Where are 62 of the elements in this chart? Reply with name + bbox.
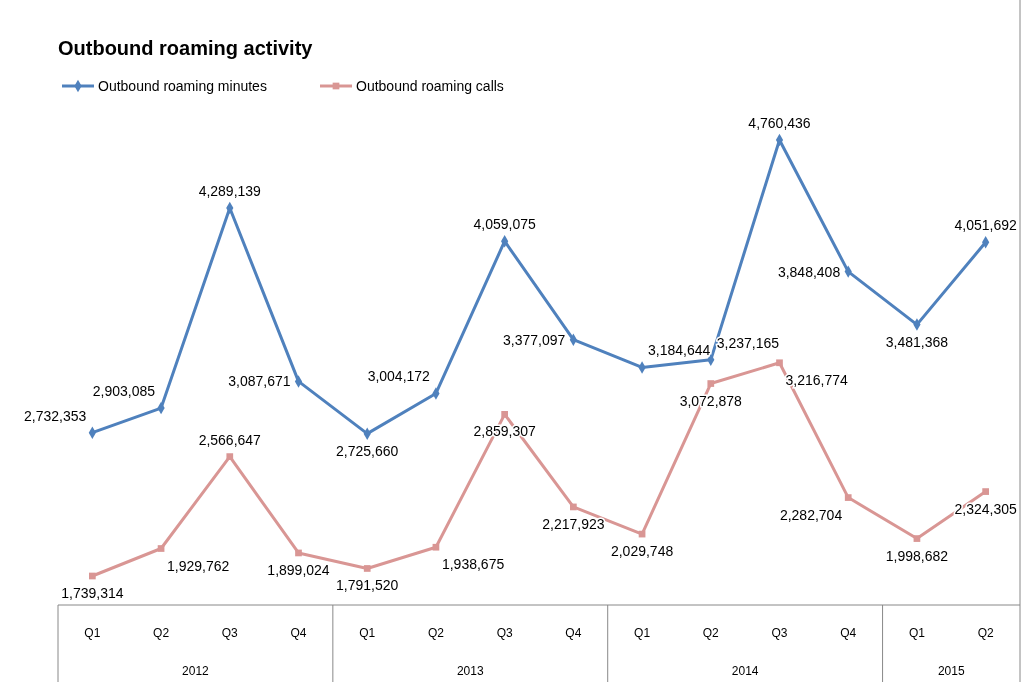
point	[501, 411, 508, 418]
data-label: 2,732,353	[24, 407, 87, 424]
data-label: 1,998,682	[885, 547, 949, 564]
x-tick-label: Q3	[496, 626, 513, 640]
data-label: 3,087,671	[228, 373, 291, 390]
point	[226, 453, 234, 460]
x-tick-label: Q2	[427, 626, 445, 640]
point	[363, 565, 371, 572]
point	[707, 380, 715, 387]
data-label: 1,739,314	[61, 585, 124, 601]
data-label: 2,903,085	[92, 383, 156, 400]
data-label: 3,004,172	[367, 368, 431, 385]
x-tick-label: Q4	[290, 626, 307, 640]
data-label: 1,899,024	[267, 561, 330, 578]
point	[295, 549, 302, 557]
data-label: 3,184,644	[648, 342, 711, 359]
x-tick-label: Q4	[840, 626, 857, 640]
data-label: 2,566,647	[198, 431, 262, 448]
data-label: 1,791,520	[336, 577, 399, 594]
x-tick-label: Q1	[908, 626, 926, 640]
x-tick-label: Q1	[84, 626, 101, 640]
data-label: 2,217,923	[542, 515, 605, 532]
legend-label: Outbound roaming minutes	[98, 78, 267, 94]
x-tick-label: Q2	[977, 626, 994, 640]
data-label: 3,377,097	[503, 331, 566, 348]
data-label: 4,051,692	[954, 217, 1017, 234]
data-label: 4,289,139	[198, 183, 262, 200]
data-label: 3,481,368	[885, 333, 949, 350]
data-label: 2,324,305	[954, 500, 1017, 517]
point	[982, 488, 989, 495]
x-tick-label: Q3	[221, 626, 239, 640]
x-tick-label: Q1	[634, 626, 651, 640]
text: 2015	[937, 664, 965, 678]
text: 2013	[456, 664, 484, 678]
point	[89, 572, 96, 580]
data-label: 1,938,675	[441, 556, 505, 573]
data-label: 2,859,307	[473, 423, 536, 440]
point	[157, 545, 165, 552]
point	[432, 543, 440, 551]
data-label: 1,929,762	[167, 557, 230, 574]
chart-title: Outbound roaming activity	[58, 37, 314, 59]
data-label: 3,216,774	[785, 371, 848, 388]
point	[776, 359, 783, 367]
point	[913, 535, 921, 542]
x-tick-label: Q2	[153, 626, 170, 640]
data-label: 3,848,408	[777, 263, 841, 280]
text: 2012	[182, 664, 210, 678]
data-label: 2,282,704	[779, 506, 843, 523]
legend-label: Outbound roaming calls	[356, 78, 504, 94]
x-tick-label: Q2	[702, 626, 720, 640]
data-label: 4,059,075	[473, 216, 536, 233]
data-label: 3,237,165	[716, 334, 780, 351]
x-tick-label: Q4	[565, 626, 582, 640]
point	[844, 494, 852, 501]
data-label: 4,760,436	[748, 115, 811, 131]
data-label: 2,029,748	[610, 543, 674, 560]
text: 2014	[731, 664, 759, 678]
x-tick-label: Q1	[359, 626, 376, 640]
x-tick-label: Q3	[771, 626, 788, 640]
data-label: 3,072,878	[679, 392, 743, 409]
point	[570, 503, 577, 511]
data-label: 2,725,660	[336, 442, 399, 459]
